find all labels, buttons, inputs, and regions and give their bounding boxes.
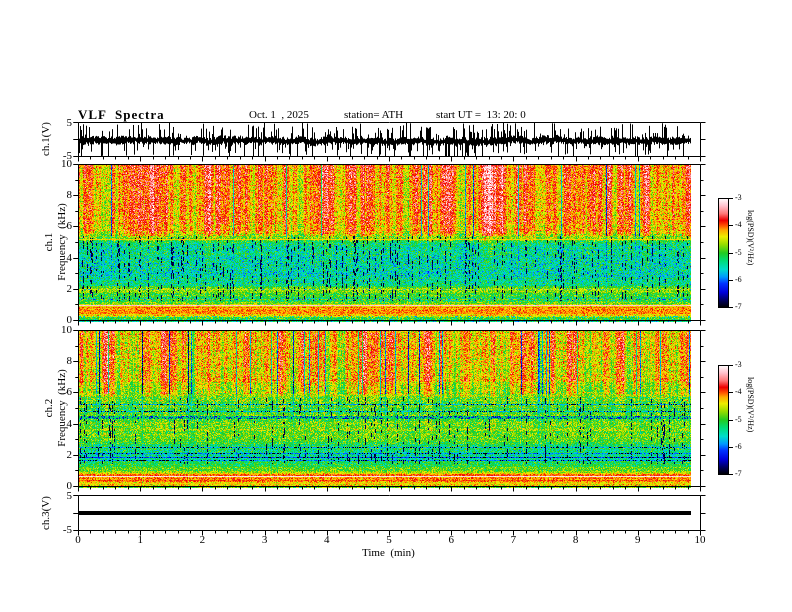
start-ut-text: start UT = 13: 20: 0 bbox=[436, 109, 526, 121]
tick-label: 4 bbox=[324, 534, 330, 546]
tick-label: -3 bbox=[735, 193, 742, 202]
time-axis-label: Time (min) bbox=[362, 547, 415, 559]
ch1-waveform-canvas bbox=[72, 122, 708, 163]
tick-label: 8 bbox=[66, 355, 73, 368]
tick-label: -5 bbox=[62, 524, 72, 536]
tick-label: 0 bbox=[75, 534, 81, 546]
station-text: station= ATH bbox=[344, 109, 404, 121]
tick-label: -4 bbox=[735, 220, 742, 230]
colorbar-ch2 bbox=[718, 365, 734, 475]
tick-label: 6 bbox=[66, 386, 73, 399]
figure-title: VLF Spectra bbox=[78, 107, 165, 122]
ch1-spectrogram-canvas bbox=[72, 164, 708, 327]
tick-label: 10 bbox=[694, 534, 706, 546]
tick-label: 1 bbox=[137, 534, 143, 546]
tick-label: 8 bbox=[66, 189, 73, 202]
tick-label: 2 bbox=[199, 534, 206, 546]
tick-label: 4 bbox=[66, 251, 73, 264]
tick-label: 0 bbox=[66, 480, 73, 492]
tick-label: 5 bbox=[66, 117, 73, 129]
tick-label: 2 bbox=[66, 282, 73, 295]
colorbar-ch2-label: log(PSD)(V²/Hz) bbox=[746, 377, 755, 433]
tick-label: 5 bbox=[66, 490, 73, 502]
ch3-waveform-canvas bbox=[72, 495, 708, 537]
ch2-spectrogram-canvas bbox=[72, 330, 708, 493]
tick-label: -5 bbox=[62, 150, 72, 162]
tick-label: -7 bbox=[735, 302, 742, 311]
tick-label: 6 bbox=[448, 534, 454, 546]
tick-label: 4 bbox=[66, 417, 73, 430]
tick-label: -5 bbox=[735, 414, 742, 424]
colorbar-ch1-label: log(PSD)(V²/Hz) bbox=[746, 210, 755, 266]
tick-label: -7 bbox=[735, 469, 742, 478]
tick-label: 2 bbox=[66, 448, 73, 461]
tick-label: 7 bbox=[510, 534, 517, 546]
tick-label: -6 bbox=[735, 274, 742, 284]
tick-label: 9 bbox=[635, 534, 641, 546]
colorbar-ch1 bbox=[718, 198, 734, 308]
ch3-volt-axis-label: ch.3(V) bbox=[40, 496, 52, 530]
tick-label: 3 bbox=[261, 534, 268, 546]
tick-label: -5 bbox=[735, 247, 742, 257]
tick-label: 10 bbox=[61, 324, 72, 336]
tick-label: 8 bbox=[572, 534, 579, 546]
date-text: Oct. 1 , 2025 bbox=[249, 109, 309, 121]
tick-label: -4 bbox=[735, 387, 742, 397]
tick-label: 6 bbox=[66, 220, 73, 233]
tick-label: 10 bbox=[61, 158, 72, 170]
tick-label: -3 bbox=[735, 360, 742, 369]
tick-label: -6 bbox=[735, 441, 742, 451]
tick-label: 0 bbox=[66, 314, 73, 326]
tick-label: 5 bbox=[386, 534, 392, 546]
